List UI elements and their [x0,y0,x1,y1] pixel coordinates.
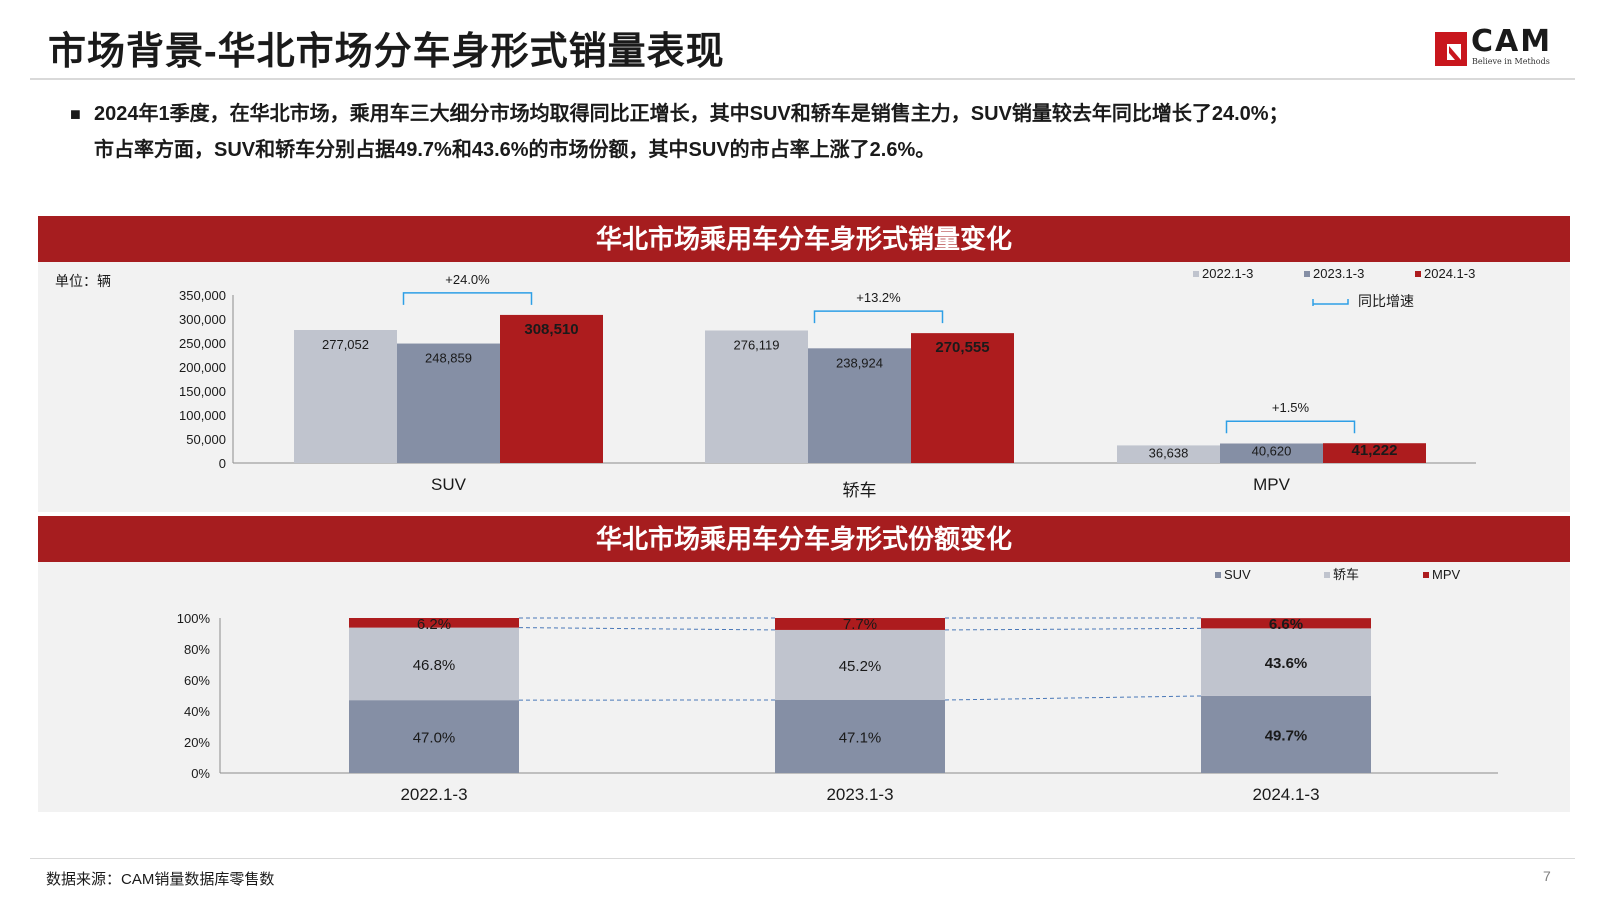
legend-label: 2022.1-3 [1202,266,1253,281]
logo-tagline: Believe in Methods [1472,57,1550,66]
data-label: 270,555 [935,339,989,356]
stack-2022.1-3-轿车 [349,627,519,701]
share-connector [518,627,776,631]
logo-text: CAM [1471,24,1553,59]
category-label: 2024.1-3 [1252,785,1319,804]
legend-swatch [1304,271,1310,277]
y-tick-label: 150,000 [179,384,226,399]
data-label: 277,052 [322,337,369,352]
data-label: 41,222 [1352,442,1398,459]
y-tick-label: 350,000 [179,288,226,303]
data-label: 248,859 [425,351,472,366]
bar-MPV-2022.1-3 [1117,445,1220,463]
share-label: 6.6% [1269,616,1303,633]
bar-MPV-2024.1-3 [1323,443,1426,463]
y-tick-label: 50,000 [186,432,226,447]
growth-bracket [813,310,944,324]
share-connector [944,695,1202,701]
y-tick-label: 60% [184,673,210,688]
y-tick-label: 40% [184,704,210,719]
title-divider [30,78,1575,80]
stack-2024.1-3-SUV [1201,695,1371,773]
data-label: 36,638 [1149,445,1189,460]
legend-swatch [1423,572,1429,578]
bar-轿车-2023.1-3 [808,348,911,463]
y-tick-label: 100,000 [179,408,226,423]
legend-swatch [1193,271,1199,277]
growth-bracket [402,292,533,305]
footer-divider [30,858,1575,859]
unit-label: 单位：辆 [55,273,111,289]
share-label: 49.7% [1265,727,1308,744]
bar-轿车-2024.1-3 [911,333,1014,463]
page-title: 市场背景-华北市场分车身形式销量表现 [48,31,725,73]
stack-2023.1-3-MPV [775,618,945,630]
stack-2023.1-3-轿车 [775,629,945,700]
share-label: 45.2% [839,658,882,675]
summary-line-2: 市占率方面，SUV和轿车分别占据49.7%和43.6%的市场份额，其中SUV的市… [94,139,936,161]
legend-label: 2024.1-3 [1424,266,1475,281]
share-chart-title: 华北市场乘用车分车身形式份额变化 [38,516,1570,562]
legend-label: SUV [1224,567,1251,582]
category-label: 2023.1-3 [826,785,893,804]
legend-swatch [1415,271,1421,277]
legend-label: 2023.1-3 [1313,266,1364,281]
sales-chart-title: 华北市场乘用车分车身形式销量变化 [38,216,1570,262]
y-tick-label: 20% [184,735,210,750]
y-tick-label: 250,000 [179,336,226,351]
share-label: 47.1% [839,729,882,746]
y-tick-label: 300,000 [179,312,226,327]
share-connector [944,627,1202,631]
share-label: 7.7% [843,616,877,633]
stack-2023.1-3-SUV [775,699,945,773]
stack-2022.1-3-SUV [349,700,519,773]
y-tick-label: 100% [177,611,211,626]
growth-legend-label: 同比增速 [1358,293,1414,309]
y-tick-label: 80% [184,642,210,657]
bar-SUV-2022.1-3 [294,330,397,463]
share-label: 6.2% [417,616,451,633]
share-label: 43.6% [1265,655,1308,672]
growth-label: +1.5% [1272,400,1310,415]
legend-label: 轿车 [1333,567,1359,582]
y-tick-label: 0 [219,456,226,471]
legend-swatch [1215,572,1221,578]
cam-logo: CAM Believe in Methods [1435,24,1575,70]
y-tick-label: 200,000 [179,360,226,375]
legend-swatch [1324,572,1330,578]
growth-legend-bracket [1312,299,1349,306]
category-label: 轿车 [843,481,877,500]
category-label: MPV [1253,475,1291,494]
share-label: 47.0% [413,730,456,747]
bar-SUV-2023.1-3 [397,343,500,463]
growth-label: +24.0% [445,272,490,287]
share-stacked-chart: 100% 80% 60% 40% 20% 0% 47.0% 46.8% 6.2% 2022.1-3… [177,567,1498,804]
page-number: 7 [1543,868,1551,884]
summary-bullet: ■ 2024年1季度，在华北市场，乘用车三大细分市场均取得同比正增长，其中SUV… [70,96,1562,168]
bar-轿车-2022.1-3 [705,330,808,463]
data-source: 数据来源：CAM销量数据库零售数 [46,871,275,888]
sales-bar-chart: 350,000 300,000 250,000 200,000 150,000 100,0… [179,266,1476,500]
stack-2024.1-3-轿车 [1201,628,1371,696]
square-bullet-icon: ■ [70,104,81,124]
cam-logo-icon [1435,32,1467,66]
data-label: 276,119 [733,337,779,352]
data-label: 238,924 [836,355,883,370]
category-label: 2022.1-3 [400,785,467,804]
bar-MPV-2023.1-3 [1220,443,1323,463]
stack-2024.1-3-MPV [1201,618,1371,629]
data-label: 308,510 [524,321,578,338]
bar-SUV-2024.1-3 [500,314,603,463]
growth-label: +13.2% [856,290,901,305]
stack-2022.1-3-MPV [349,618,519,628]
growth-bracket [1225,420,1356,434]
y-tick-label: 0% [191,766,210,781]
share-label: 46.8% [413,657,456,674]
data-label: 40,620 [1252,444,1292,459]
summary-line-1: 2024年1季度，在华北市场，乘用车三大细分市场均取得同比正增长，其中SUV和轿… [94,103,1289,125]
legend-label: MPV [1432,567,1461,582]
category-label: SUV [431,475,467,494]
